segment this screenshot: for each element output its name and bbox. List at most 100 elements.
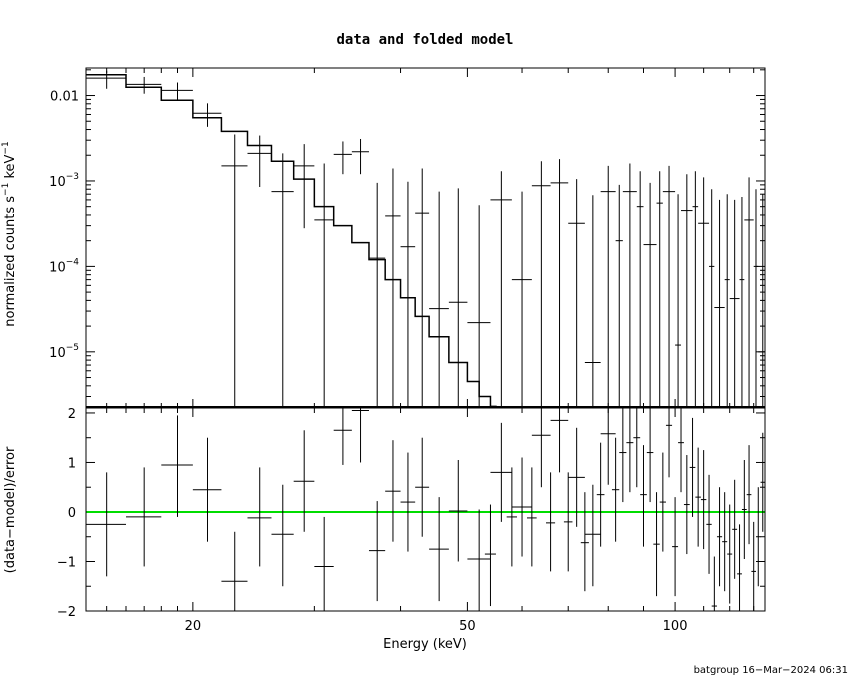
residual-point <box>333 408 352 465</box>
residual-point <box>751 521 756 611</box>
residual-point <box>640 445 647 547</box>
data-point <box>622 163 637 408</box>
residual-point <box>490 422 512 522</box>
data-point <box>490 171 512 408</box>
data-point <box>351 138 369 175</box>
residual-point <box>415 437 430 537</box>
data-point <box>86 70 127 89</box>
data-point <box>448 188 468 408</box>
residual-point <box>659 452 666 552</box>
data-point <box>400 181 416 408</box>
residual-point <box>700 450 707 550</box>
data-point <box>531 161 551 408</box>
data-point <box>221 134 248 408</box>
data-point <box>758 194 765 408</box>
data-point <box>584 195 601 408</box>
data-point <box>415 168 430 408</box>
data-point <box>550 159 569 408</box>
residual-point <box>221 531 248 611</box>
residual-point <box>192 437 222 542</box>
residual-point <box>531 408 551 488</box>
bottom-plot-frame <box>85 407 766 612</box>
residual-point <box>711 556 717 611</box>
model-step-line <box>86 74 497 408</box>
residual-point <box>760 432 765 532</box>
residual-point <box>741 459 747 560</box>
residual-point <box>626 408 634 493</box>
data-point <box>467 205 491 408</box>
residual-point <box>506 467 517 567</box>
data-point <box>429 191 449 408</box>
x-axis-label: Energy (keV) <box>383 637 467 652</box>
data-point <box>744 177 754 408</box>
residual-point <box>746 445 752 545</box>
data-point <box>692 171 699 408</box>
residual-point <box>126 467 162 567</box>
residual-point <box>526 467 537 567</box>
residual-point <box>596 442 605 547</box>
top-y-tick-label: 10−5 <box>49 343 79 361</box>
data-point <box>698 177 710 408</box>
residual-point <box>161 415 193 517</box>
data-point <box>709 189 715 408</box>
data-point <box>511 191 532 408</box>
residual-point <box>755 487 761 587</box>
residual-point <box>484 504 496 607</box>
data-point <box>675 194 682 408</box>
residual-point <box>546 472 556 572</box>
residual-point <box>678 408 684 493</box>
residual-point <box>400 452 416 552</box>
residual-point <box>314 516 334 611</box>
bottom-y-tick-label: −2 <box>57 605 76 620</box>
data-point <box>636 171 644 408</box>
top-y-tick-label: 10−4 <box>49 257 79 275</box>
residual-point <box>247 467 272 567</box>
residual-point <box>619 408 627 503</box>
residual-point <box>633 408 641 488</box>
residual-point <box>351 408 369 463</box>
data-point <box>247 135 272 187</box>
residual-point <box>689 417 696 517</box>
bottom-y-tick-label: 2 <box>68 407 76 422</box>
residual-point <box>580 492 589 592</box>
residual-point <box>563 472 573 572</box>
data-point <box>600 165 616 408</box>
residual-point <box>600 408 616 485</box>
residual-point <box>429 497 449 602</box>
residual-point <box>646 408 654 503</box>
top-panel: 0.01 10−3 10−4 10−5 <box>49 68 765 408</box>
x-tick-label: 50 <box>459 619 476 634</box>
residual-point <box>511 457 532 557</box>
residual-point <box>727 504 733 604</box>
data-point <box>724 194 730 408</box>
data-point <box>753 189 759 408</box>
bottom-ylabel: (data−model)/error <box>3 446 18 573</box>
residual-point <box>467 509 491 611</box>
residual-point <box>683 455 690 555</box>
data-point <box>314 163 334 408</box>
data-point <box>643 182 657 408</box>
data-point <box>385 168 401 408</box>
bottom-panel: 20 50 100 2 1 0 −1 −2 <box>57 407 765 634</box>
residual-point <box>653 492 660 597</box>
residual-point <box>368 501 386 602</box>
data-point <box>126 76 162 94</box>
residual-point <box>584 484 601 587</box>
residual-point <box>271 484 294 587</box>
residual-point <box>568 427 585 527</box>
x-tick-label: 20 <box>185 619 202 634</box>
residual-point <box>448 459 468 562</box>
residual-point <box>550 408 569 473</box>
residual-point <box>732 479 738 579</box>
data-point <box>271 153 294 408</box>
residual-point <box>611 437 620 542</box>
data-point <box>293 144 315 229</box>
top-y-tick-label: 10−3 <box>49 172 79 190</box>
residual-point <box>722 492 728 592</box>
data-point <box>739 196 745 408</box>
data-point <box>729 199 740 408</box>
top-ylabel: normalized counts s−1 keV−1 <box>1 141 18 326</box>
data-point <box>714 199 725 408</box>
chart-title: data and folded model <box>336 32 513 48</box>
